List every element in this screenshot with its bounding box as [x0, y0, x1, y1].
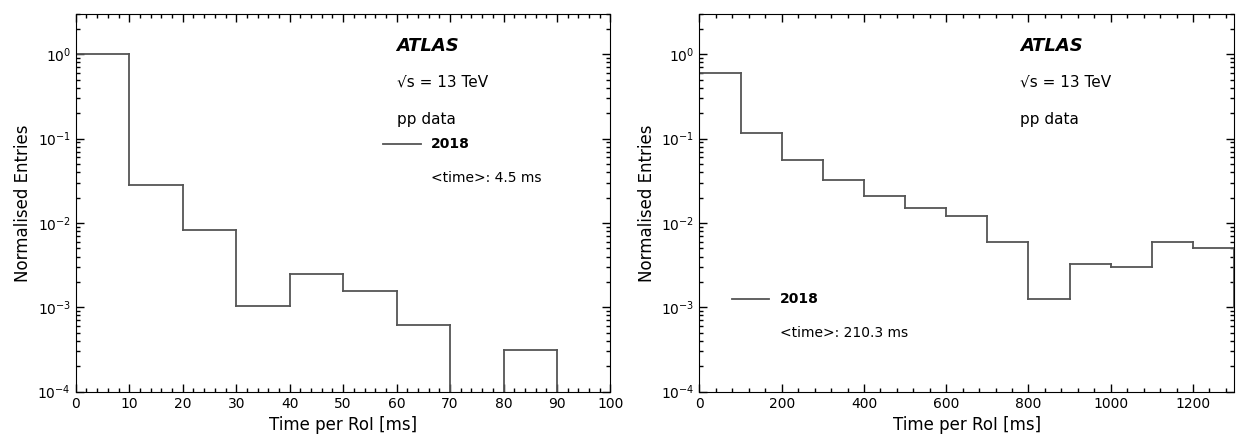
Text: <time>: 210.3 ms: <time>: 210.3 ms [780, 326, 907, 340]
Text: √s = 13 TeV: √s = 13 TeV [397, 74, 488, 89]
Text: ATLAS: ATLAS [1021, 37, 1083, 55]
Y-axis label: Normalised Entries: Normalised Entries [14, 124, 32, 281]
Text: <time>: 4.5 ms: <time>: 4.5 ms [432, 171, 542, 185]
Text: √s = 13 TeV: √s = 13 TeV [1021, 74, 1112, 89]
Y-axis label: Normalised Entries: Normalised Entries [638, 124, 655, 281]
Text: ATLAS: ATLAS [397, 37, 459, 55]
Text: pp data: pp data [1021, 112, 1080, 127]
X-axis label: Time per RoI [ms]: Time per RoI [ms] [892, 416, 1041, 434]
Text: pp data: pp data [397, 112, 456, 127]
Text: 2018: 2018 [780, 292, 819, 306]
Text: 2018: 2018 [432, 137, 470, 151]
X-axis label: Time per RoI [ms]: Time per RoI [ms] [270, 416, 417, 434]
